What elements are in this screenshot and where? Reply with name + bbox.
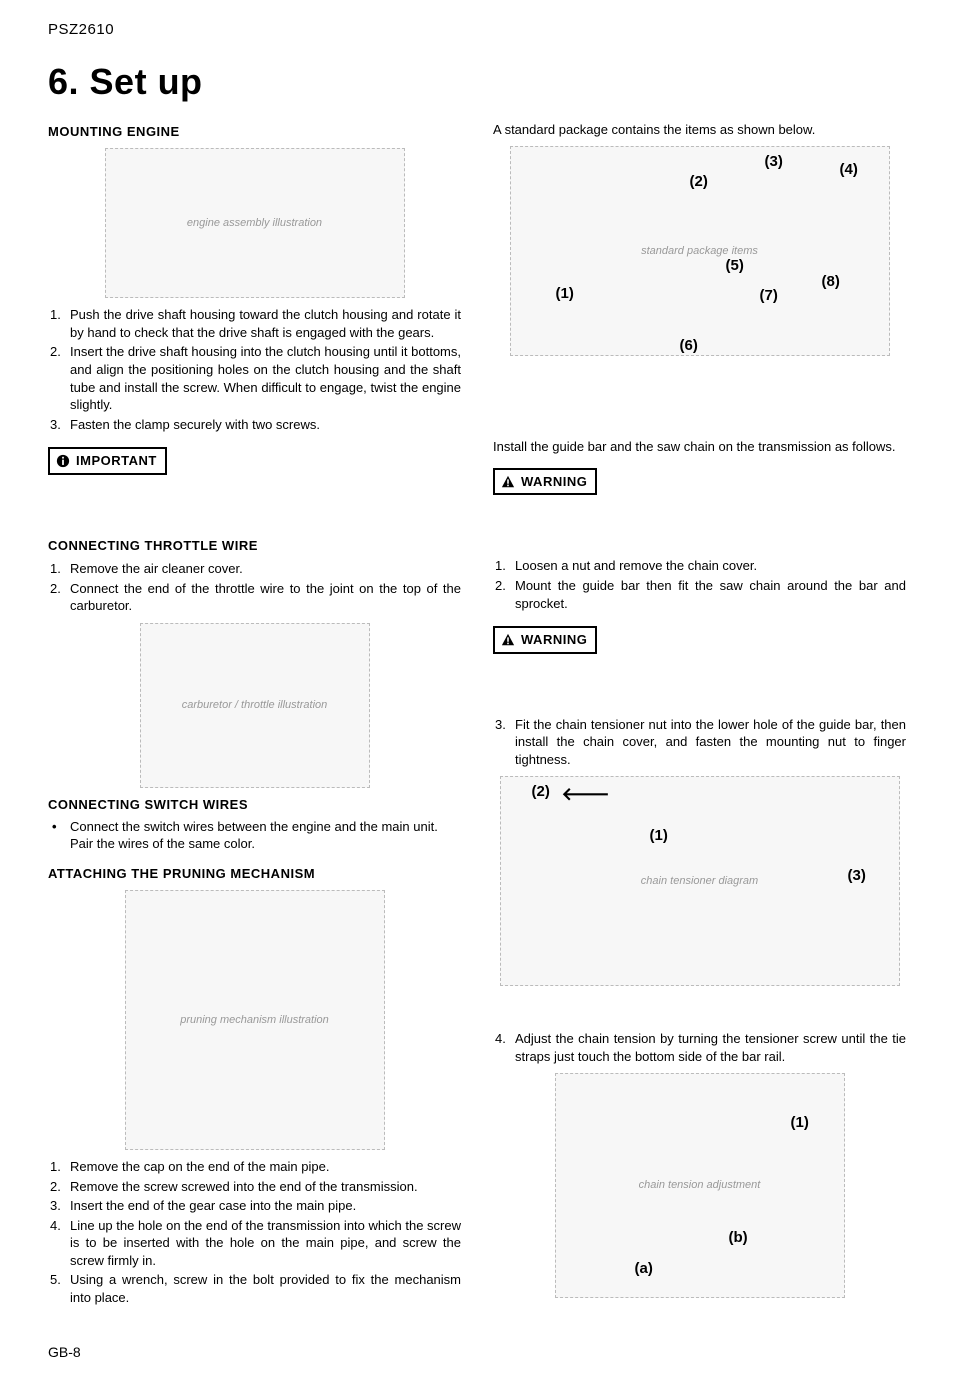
install-step: Fit the chain tensioner nut into the low… xyxy=(493,716,906,769)
figure-engine: engine assembly illustration xyxy=(105,148,405,298)
switch-bullet: Connect the switch wires between the eng… xyxy=(48,818,461,853)
warning-label: WARNING xyxy=(521,473,587,491)
throttle-step: Remove the air cleaner cover. xyxy=(48,560,461,578)
figure-carburetor-box: carburetor / throttle illustration xyxy=(140,623,370,788)
pruning-steps-list: Remove the cap on the end of the main pi… xyxy=(48,1158,461,1306)
install-step: Mount the guide bar then fit the saw cha… xyxy=(493,577,906,612)
warning-callout: WARNING xyxy=(493,626,597,654)
pruning-step: Line up the hole on the end of the trans… xyxy=(48,1217,461,1270)
install-step: Adjust the chain tension by turning the … xyxy=(493,1030,906,1065)
warning-icon xyxy=(501,475,515,489)
mounting-step: Fasten the clamp securely with two screw… xyxy=(48,416,461,434)
pruning-heading: ATTACHING THE PRUNING MECHANISM xyxy=(48,865,461,883)
section-number: 6. xyxy=(48,61,79,102)
switch-bullet-list: Connect the switch wires between the eng… xyxy=(48,818,461,853)
install-steps-a: Loosen a nut and remove the chain cover.… xyxy=(493,557,906,612)
figure-label: (a) xyxy=(635,1259,653,1279)
important-label: IMPORTANT xyxy=(76,452,157,470)
important-callout: IMPORTANT xyxy=(48,447,167,475)
pruning-step: Using a wrench, screw in the bolt provid… xyxy=(48,1271,461,1306)
figure-label: (5) xyxy=(726,256,744,276)
throttle-steps-list: Remove the air cleaner cover. Connect th… xyxy=(48,560,461,615)
figure-pruning-box: pruning mechanism illustration xyxy=(125,890,385,1150)
throttle-heading: CONNECTING THROTTLE WIRE xyxy=(48,537,461,555)
figure-label: (2) xyxy=(690,172,708,192)
figure-label: (1) xyxy=(650,826,668,846)
left-column: MOUNTING ENGINE engine assembly illustra… xyxy=(48,117,461,1313)
mounting-engine-heading: MOUNTING ENGINE xyxy=(48,123,461,141)
figure-package: standard package items (1) (2) (3) (4) (… xyxy=(510,146,890,356)
figure-label: (7) xyxy=(760,286,778,306)
package-intro: A standard package contains the items as… xyxy=(493,121,906,139)
install-steps-b: Fit the chain tensioner nut into the low… xyxy=(493,716,906,769)
mounting-step: Push the drive shaft housing toward the … xyxy=(48,306,461,341)
section-title: 6. Set up xyxy=(48,58,906,107)
figure-label: (1) xyxy=(556,284,574,304)
install-step: Loosen a nut and remove the chain cover. xyxy=(493,557,906,575)
mounting-steps-list: Push the drive shaft housing toward the … xyxy=(48,306,461,433)
figure-adjust: chain tension adjustment (1) (a) (b) xyxy=(555,1073,845,1298)
pruning-step: Insert the end of the gear case into the… xyxy=(48,1197,461,1215)
page-number: GB-8 xyxy=(48,1343,906,1362)
pruning-step: Remove the screw screwed into the end of… xyxy=(48,1178,461,1196)
arrow-left-icon: 🡐 xyxy=(562,782,610,806)
warning-icon xyxy=(501,633,515,647)
figure-label: (8) xyxy=(822,272,840,292)
figure-tensioner-box: chain tensioner diagram xyxy=(500,776,900,986)
figure-label: (3) xyxy=(848,866,866,886)
figure-pruning: pruning mechanism illustration xyxy=(125,890,385,1150)
mounting-step: Insert the drive shaft housing into the … xyxy=(48,343,461,413)
figure-label: (b) xyxy=(729,1228,748,1248)
two-column-layout: MOUNTING ENGINE engine assembly illustra… xyxy=(48,117,906,1313)
install-steps-c: Adjust the chain tension by turning the … xyxy=(493,1030,906,1065)
warning-callout: WARNING xyxy=(493,468,597,496)
figure-label: (1) xyxy=(791,1113,809,1133)
pruning-step: Remove the cap on the end of the main pi… xyxy=(48,1158,461,1176)
figure-label: (6) xyxy=(680,336,698,356)
figure-label: (4) xyxy=(840,160,858,180)
figure-adjust-box: chain tension adjustment xyxy=(555,1073,845,1298)
switch-heading: CONNECTING SWITCH WIRES xyxy=(48,796,461,814)
right-column: A standard package contains the items as… xyxy=(493,117,906,1313)
warning-label: WARNING xyxy=(521,631,587,649)
figure-carburetor: carburetor / throttle illustration xyxy=(140,623,370,788)
model-number: PSZ2610 xyxy=(48,20,906,40)
throttle-step: Connect the end of the throttle wire to … xyxy=(48,580,461,615)
install-intro: Install the guide bar and the saw chain … xyxy=(493,438,906,456)
figure-label: (3) xyxy=(765,152,783,172)
figure-label: (2) xyxy=(532,782,550,802)
figure-tensioner: chain tensioner diagram (1) (2) 🡐 (3) xyxy=(500,776,900,986)
info-icon xyxy=(56,454,70,468)
figure-engine-box: engine assembly illustration xyxy=(105,148,405,298)
section-name: Set up xyxy=(90,61,203,102)
